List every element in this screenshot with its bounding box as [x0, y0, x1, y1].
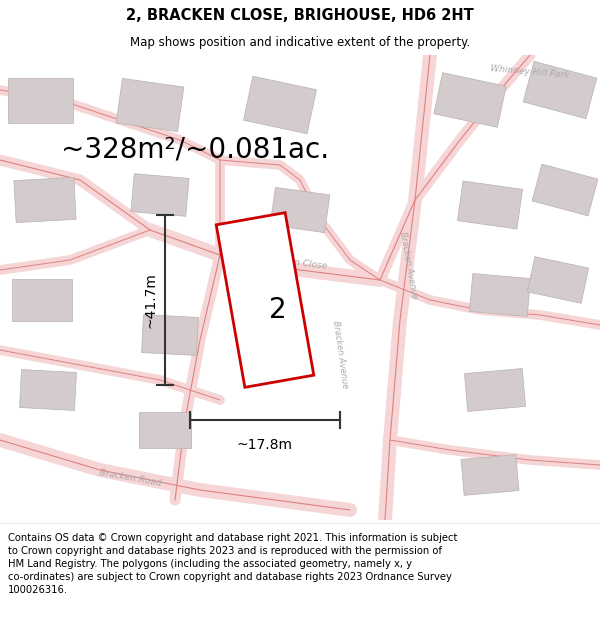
Polygon shape	[14, 177, 76, 222]
Polygon shape	[216, 213, 314, 388]
Polygon shape	[131, 174, 189, 216]
Polygon shape	[116, 78, 184, 132]
Text: Bracken Avenue: Bracken Avenue	[398, 231, 418, 299]
Text: Contains OS data © Crown copyright and database right 2021. This information is : Contains OS data © Crown copyright and d…	[8, 532, 457, 596]
Polygon shape	[12, 279, 72, 321]
Text: ~17.8m: ~17.8m	[237, 438, 293, 452]
Polygon shape	[464, 369, 526, 411]
Polygon shape	[461, 454, 519, 496]
Polygon shape	[20, 369, 76, 411]
Text: 2: 2	[269, 296, 287, 324]
Text: Bracken Avenue: Bracken Avenue	[331, 321, 349, 389]
Polygon shape	[142, 314, 199, 356]
Text: ~328m²/~0.081ac.: ~328m²/~0.081ac.	[61, 136, 329, 164]
Polygon shape	[270, 188, 330, 232]
Polygon shape	[7, 78, 73, 122]
Polygon shape	[434, 72, 506, 127]
Polygon shape	[532, 164, 598, 216]
Polygon shape	[139, 412, 191, 448]
Polygon shape	[458, 181, 523, 229]
Text: Map shows position and indicative extent of the property.: Map shows position and indicative extent…	[130, 36, 470, 49]
Text: Whinney Hill Park: Whinney Hill Park	[490, 64, 570, 80]
Text: 2, BRACKEN CLOSE, BRIGHOUSE, HD6 2HT: 2, BRACKEN CLOSE, BRIGHOUSE, HD6 2HT	[126, 8, 474, 23]
Text: Bracken Close: Bracken Close	[263, 254, 328, 271]
Polygon shape	[244, 76, 316, 134]
Polygon shape	[469, 274, 530, 316]
Text: Bracken Road: Bracken Road	[98, 468, 161, 488]
Polygon shape	[527, 257, 589, 303]
Polygon shape	[523, 61, 597, 119]
Text: ~41.7m: ~41.7m	[144, 272, 158, 328]
